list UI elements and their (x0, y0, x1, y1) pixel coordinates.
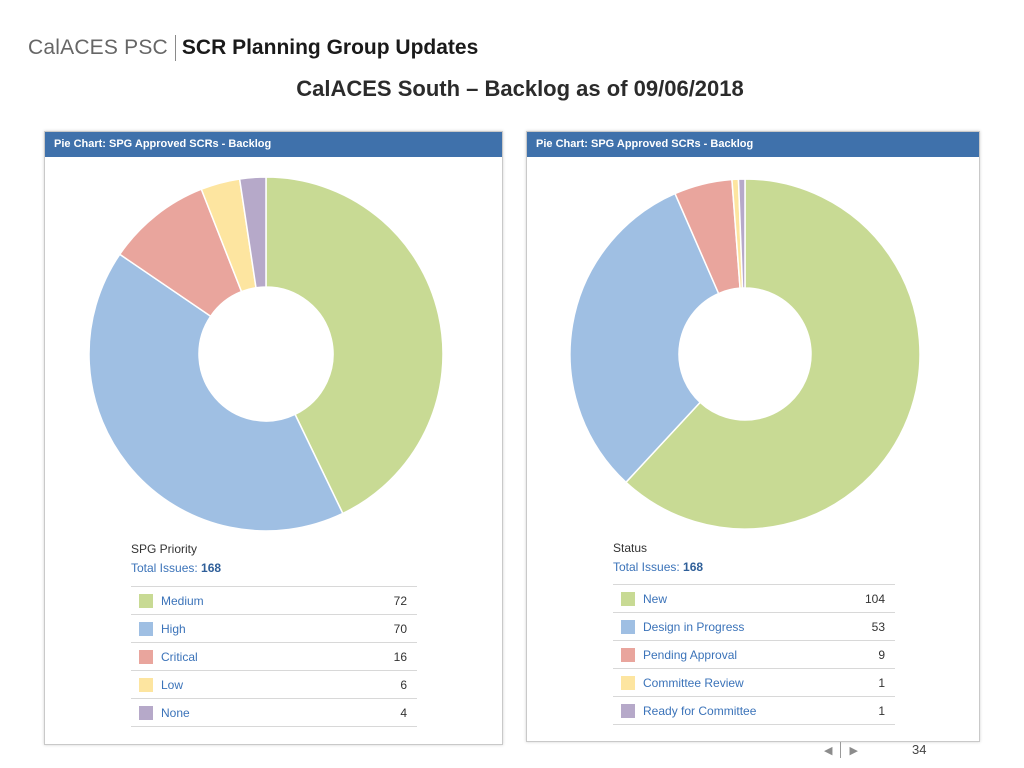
legend-swatch (139, 677, 153, 692)
panel-header: Pie Chart: SPG Approved SCRs - Backlog (527, 132, 979, 157)
next-slide-icon[interactable]: ▶ (849, 744, 858, 757)
legend-count: 4 (326, 698, 417, 727)
legend-count: 53 (842, 612, 895, 641)
legend-swatch (139, 649, 153, 664)
slide-header: CalACES PSC SCR Planning Group Updates (28, 33, 478, 63)
legend-swatch-cell (613, 612, 643, 641)
legend-count: 6 (326, 670, 417, 699)
legend-swatch (621, 703, 635, 718)
legend-swatch-cell (131, 586, 161, 615)
legend-count: 1 (842, 696, 895, 725)
legend-label[interactable]: Pending Approval (643, 640, 843, 669)
legend-swatch-cell (131, 614, 161, 643)
legend-swatch (139, 593, 153, 608)
legend-swatch-cell (613, 668, 643, 697)
legend-swatch-cell (131, 642, 161, 671)
legend-swatch-cell (613, 640, 643, 669)
legend-swatch-cell (131, 698, 161, 727)
legend-swatch-cell (613, 584, 643, 613)
slide-title: SCR Planning Group Updates (181, 36, 479, 59)
legend-label[interactable]: Low (161, 670, 327, 699)
slice-new[interactable] (624, 178, 921, 530)
legend-label[interactable]: Committee Review (643, 668, 843, 697)
chart-panel-status: Pie Chart: SPG Approved SCRs - Backlog S… (526, 131, 980, 742)
legend-row[interactable]: High 70 (131, 614, 417, 643)
legend-count: 104 (842, 584, 895, 613)
slice-ready-for-committee[interactable] (737, 178, 746, 289)
slice-high[interactable] (88, 253, 344, 532)
legend-swatch (621, 591, 635, 606)
slide-nav: ◀ ▶ (824, 740, 858, 760)
legend-label[interactable]: Ready for Committee (643, 696, 843, 725)
chart-info: SPG Priority Total Issues: 168 (131, 542, 221, 575)
previous-slide-icon[interactable]: ◀ (824, 744, 833, 757)
chart-panel-priority: Pie Chart: SPG Approved SCRs - Backlog S… (44, 131, 503, 745)
legend-row[interactable]: Critical 16 (131, 642, 417, 671)
legend-row[interactable]: None 4 (131, 698, 417, 727)
page-number: 34 (912, 742, 927, 757)
legend-swatch-cell (131, 670, 161, 699)
status-legend-table: New 104 Design in Progress 53 Pending Approv… (613, 584, 895, 725)
total-issues: Total Issues: 168 (131, 561, 221, 575)
legend-swatch (621, 675, 635, 690)
legend-count: 1 (842, 668, 895, 697)
legend-count: 16 (326, 642, 417, 671)
total-issues: Total Issues: 168 (613, 560, 703, 574)
legend-row[interactable]: Low 6 (131, 670, 417, 699)
legend-row[interactable]: Pending Approval 9 (613, 640, 895, 669)
panel-header: Pie Chart: SPG Approved SCRs - Backlog (45, 132, 502, 157)
legend-row[interactable]: Medium 72 (131, 586, 417, 615)
field-name: SPG Priority (131, 542, 198, 556)
chart-info: Status Total Issues: 168 (613, 541, 703, 574)
legend-count: 9 (842, 640, 895, 669)
legend-swatch (139, 621, 153, 636)
slide-subtitle: CalACES South – Backlog as of 09/06/2018 (296, 76, 744, 101)
legend-label[interactable]: None (161, 698, 327, 727)
legend-label[interactable]: Medium (161, 586, 327, 615)
legend-count: 70 (326, 614, 417, 643)
legend-row[interactable]: New 104 (613, 584, 895, 613)
total-label: Total Issues: (131, 561, 198, 575)
legend-swatch (621, 619, 635, 634)
header-divider (174, 35, 176, 61)
legend-row[interactable]: Ready for Committee 1 (613, 696, 895, 725)
slice-medium[interactable] (265, 176, 444, 515)
priority-donut-chart (88, 176, 444, 532)
legend-row[interactable]: Design in Progress 53 (613, 612, 895, 641)
legend-label[interactable]: Critical (161, 642, 327, 671)
legend-swatch-cell (613, 696, 643, 725)
nav-divider (840, 742, 842, 758)
legend-swatch (621, 647, 635, 662)
brand-name: CalACES PSC (28, 36, 168, 59)
priority-legend-table: Medium 72 High 70 Critical 16 Low 6 None 4 (131, 586, 417, 727)
slice-none[interactable] (238, 176, 267, 289)
legend-label[interactable]: High (161, 614, 327, 643)
legend-count: 72 (326, 586, 417, 615)
legend-swatch (139, 705, 153, 720)
total-label: Total Issues: (613, 560, 680, 574)
legend-label[interactable]: New (643, 584, 843, 613)
total-value: 168 (201, 561, 222, 575)
slice-design-in-progress[interactable] (569, 192, 720, 484)
status-donut-chart (569, 178, 921, 530)
total-value: 168 (683, 560, 704, 574)
legend-row[interactable]: Committee Review 1 (613, 668, 895, 697)
legend-label[interactable]: Design in Progress (643, 612, 843, 641)
field-name: Status (613, 541, 648, 555)
